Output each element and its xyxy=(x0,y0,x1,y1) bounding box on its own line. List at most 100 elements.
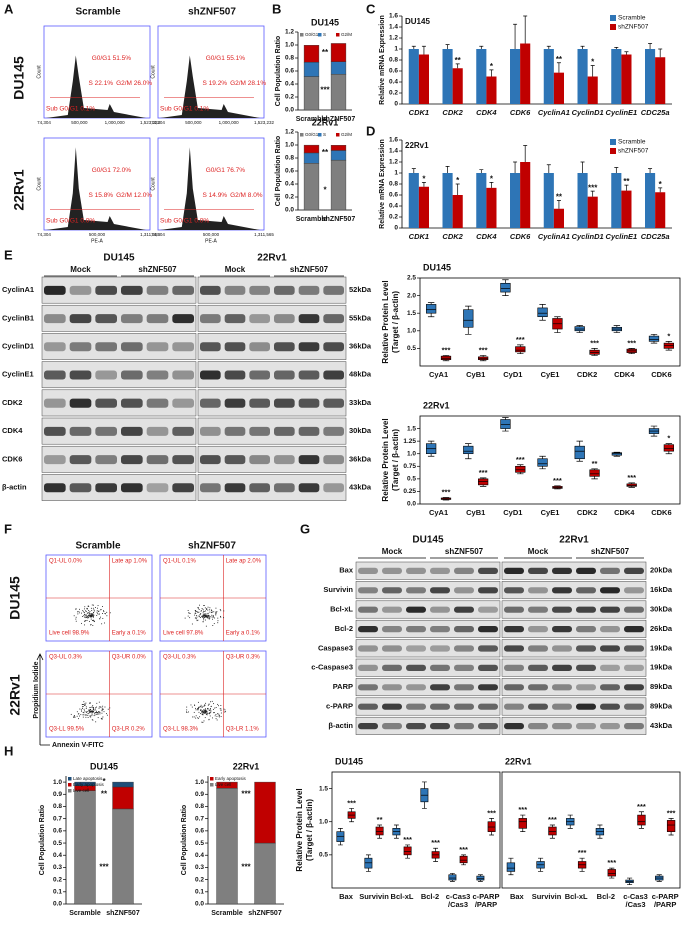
band xyxy=(552,703,572,710)
column-header: shZNF507 xyxy=(188,541,236,552)
row-header: DU145 xyxy=(7,576,23,620)
x-tick-label: 74,304 xyxy=(151,232,165,237)
box xyxy=(500,419,511,429)
event-dot xyxy=(106,615,108,617)
y-axis-label: Relative mRNA Expression xyxy=(379,15,386,105)
event-dot xyxy=(202,615,204,617)
x-axis-label: PE-A xyxy=(91,238,103,244)
x-tick-label: CDK2 xyxy=(442,108,463,117)
bar xyxy=(655,192,666,228)
event-dot xyxy=(94,607,96,608)
legend-label: Live cell xyxy=(215,782,231,787)
event-dot xyxy=(203,720,205,722)
event-dot xyxy=(79,708,81,710)
event-dot xyxy=(96,613,98,615)
band xyxy=(478,645,498,652)
event-dot xyxy=(212,708,214,710)
event-dot xyxy=(219,609,221,610)
y-axis-label: Propidium Iodide xyxy=(33,661,40,718)
event-dot xyxy=(92,711,93,713)
y-tick-label: 0.3 xyxy=(195,864,204,871)
kda-label: 33kDa xyxy=(349,398,372,407)
gate-label: G0/G1 76.7% xyxy=(206,167,246,174)
kda-label: 30kDa xyxy=(349,426,372,435)
row-label: β-actin xyxy=(2,482,27,491)
event-dot xyxy=(200,610,202,612)
band xyxy=(600,645,620,652)
x-tick-label: CyE1 xyxy=(541,508,560,517)
event-dot xyxy=(87,616,89,618)
event-dot xyxy=(210,710,212,712)
bar-segment xyxy=(330,145,347,151)
band xyxy=(600,567,620,574)
bar xyxy=(442,173,453,228)
row-label: CDK6 xyxy=(2,454,22,463)
kda-label: 43kDa xyxy=(650,721,673,730)
band xyxy=(298,455,320,465)
event-dot xyxy=(99,712,101,714)
row-label: Bax xyxy=(339,566,354,575)
event-dot xyxy=(203,605,205,606)
event-dot xyxy=(90,616,92,618)
gate-label: G0/G1 72.0% xyxy=(92,167,132,174)
event-dot xyxy=(197,707,199,709)
x-tick-label: CDK4 xyxy=(614,370,635,379)
x-tick-label: CyD1 xyxy=(503,370,522,379)
event-dot xyxy=(73,715,75,716)
band xyxy=(69,398,92,408)
event-dot xyxy=(97,713,99,715)
error-bar xyxy=(513,161,518,173)
band xyxy=(430,625,450,633)
x-tick-label: shZNF507 xyxy=(106,910,140,917)
event-dot xyxy=(100,616,102,618)
event-dot xyxy=(204,615,206,617)
event-dot xyxy=(192,716,194,718)
event-dot xyxy=(82,704,84,706)
event-dot xyxy=(211,610,213,611)
blot-strip xyxy=(501,600,647,619)
significance: ** xyxy=(556,193,563,202)
event-dot xyxy=(198,711,200,713)
event-dot xyxy=(188,711,189,713)
event-dot xyxy=(90,709,92,710)
event-dot xyxy=(107,708,109,710)
event-dot xyxy=(70,713,72,715)
event-dot xyxy=(206,714,208,716)
event-dot xyxy=(203,711,204,713)
event-dot xyxy=(89,702,91,704)
event-dot xyxy=(207,606,209,608)
event-dot xyxy=(205,710,207,712)
event-dot xyxy=(92,710,94,712)
legend-label: S xyxy=(323,132,326,137)
error-bar xyxy=(590,190,595,197)
y-tick-label: 1 xyxy=(394,170,398,177)
significance: *** xyxy=(479,345,488,354)
band xyxy=(298,426,320,436)
panel-label: D xyxy=(366,123,375,138)
chart-title: DU145 xyxy=(423,262,451,272)
event-dot xyxy=(102,610,104,612)
histogram xyxy=(160,147,260,230)
bar-segment xyxy=(303,45,320,63)
event-dot xyxy=(89,615,91,617)
event-dot xyxy=(94,610,96,612)
y-tick-label: 0.6 xyxy=(389,68,398,75)
event-dot xyxy=(96,706,98,708)
quadrant-label: Q3-LL 98.3% xyxy=(163,727,199,733)
panel-label: G xyxy=(300,521,310,536)
y-tick-label: 1 xyxy=(394,46,398,53)
band xyxy=(121,455,143,465)
band xyxy=(382,587,402,594)
event-dot xyxy=(91,613,93,615)
event-dot xyxy=(92,711,94,713)
band xyxy=(69,455,92,465)
event-dot xyxy=(189,617,191,619)
band xyxy=(358,722,378,730)
event-dot xyxy=(216,611,218,613)
event-dot xyxy=(199,706,201,707)
error-bar xyxy=(648,168,653,173)
event-dot xyxy=(85,617,87,619)
band xyxy=(478,606,498,613)
event-dot xyxy=(209,708,211,709)
significance: *** xyxy=(403,835,412,844)
